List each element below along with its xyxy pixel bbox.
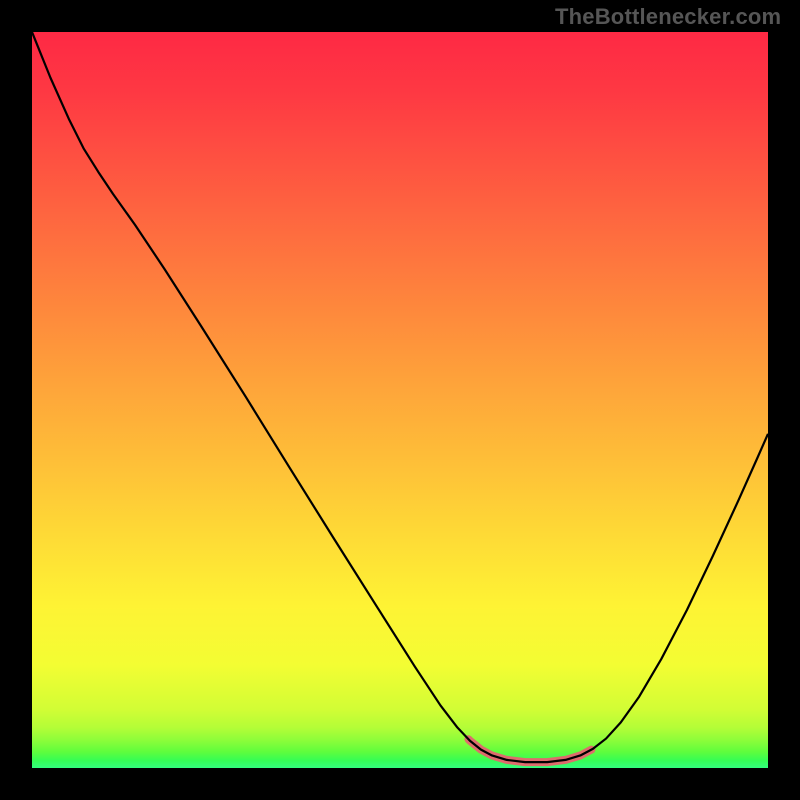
watermark-text: TheBottlenecker.com	[555, 4, 781, 30]
bottleneck-curve	[32, 32, 768, 762]
chart-plot-area	[32, 32, 768, 768]
curve-overlay	[32, 32, 768, 768]
